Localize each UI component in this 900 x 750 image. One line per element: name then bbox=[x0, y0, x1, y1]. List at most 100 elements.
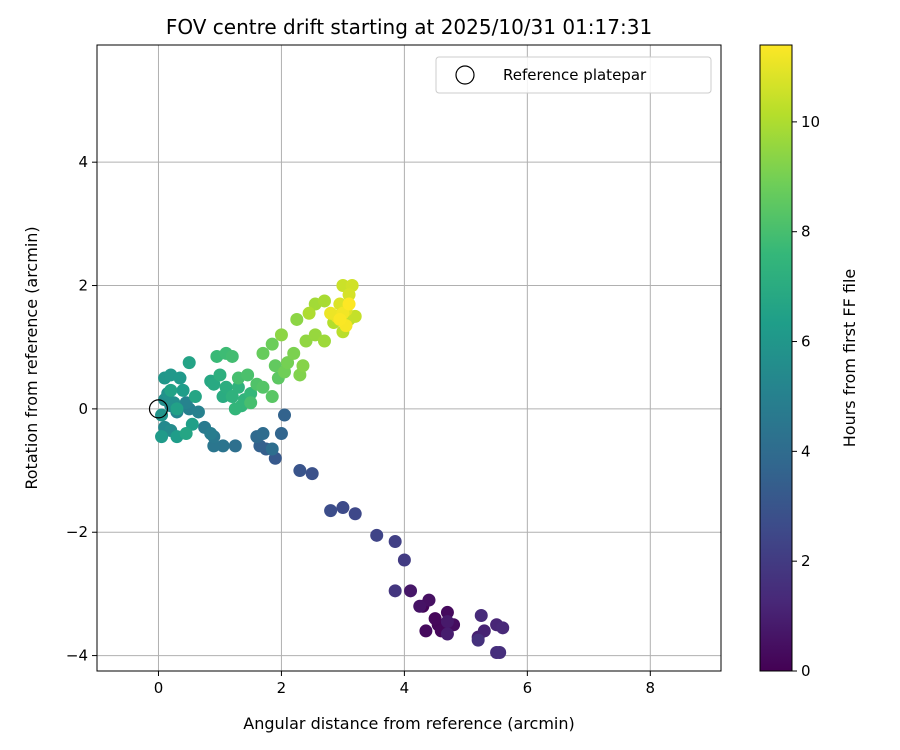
data-point bbox=[296, 359, 310, 373]
data-point bbox=[191, 405, 205, 419]
data-point bbox=[228, 439, 242, 453]
data-point bbox=[342, 297, 356, 311]
data-point bbox=[299, 334, 313, 348]
data-point bbox=[231, 380, 245, 394]
y-tick-label: −4 bbox=[66, 647, 88, 665]
plot-frame bbox=[96, 44, 722, 672]
x-tick-label: 2 bbox=[277, 679, 287, 697]
data-point bbox=[244, 396, 258, 410]
data-point bbox=[336, 501, 350, 515]
y-axis-label: Rotation from reference (arcmin) bbox=[22, 226, 41, 489]
colorbar-tick-label: 2 bbox=[801, 552, 811, 570]
data-point bbox=[228, 402, 242, 416]
colorbar-tick-label: 4 bbox=[801, 442, 811, 460]
data-point bbox=[182, 356, 196, 370]
x-tick-label: 6 bbox=[523, 679, 533, 697]
colorbar-ticks: 0 2 4 6 8 10 bbox=[792, 113, 820, 680]
data-point bbox=[324, 504, 338, 518]
y-tick-label: −2 bbox=[66, 523, 88, 541]
data-point bbox=[440, 627, 454, 641]
data-point bbox=[170, 402, 184, 416]
data-point bbox=[219, 380, 233, 394]
data-point bbox=[370, 528, 384, 542]
data-point bbox=[274, 328, 288, 342]
data-point bbox=[244, 386, 258, 400]
data-point bbox=[207, 377, 221, 391]
data-point bbox=[179, 427, 193, 441]
legend: Reference platepar bbox=[435, 56, 712, 94]
colorbar-frame bbox=[759, 44, 793, 672]
data-point bbox=[440, 615, 454, 629]
colorbar-tick-label: 8 bbox=[801, 223, 811, 241]
x-tick-label: 8 bbox=[646, 679, 656, 697]
y-tick-label: 0 bbox=[78, 400, 88, 418]
data-point bbox=[265, 390, 279, 404]
data-point bbox=[317, 294, 331, 308]
data-point bbox=[333, 312, 347, 326]
data-point bbox=[388, 534, 402, 548]
x-tick-label: 4 bbox=[400, 679, 410, 697]
colorbar-label: Hours from first FF file bbox=[840, 269, 859, 448]
data-point bbox=[274, 427, 288, 441]
x-axis-label: Angular distance from reference (arcmin) bbox=[243, 714, 574, 733]
data-point bbox=[207, 439, 221, 453]
data-point bbox=[225, 390, 239, 404]
data-point bbox=[428, 612, 442, 626]
data-point bbox=[496, 621, 510, 635]
data-point bbox=[268, 359, 282, 373]
data-point bbox=[493, 645, 507, 659]
data-point bbox=[419, 624, 433, 638]
data-point bbox=[287, 346, 301, 360]
data-point bbox=[241, 368, 255, 382]
legend-label: Reference platepar bbox=[503, 66, 647, 84]
data-point bbox=[413, 599, 427, 613]
data-point bbox=[256, 380, 270, 394]
y-tick-label: 4 bbox=[78, 153, 88, 171]
data-point bbox=[281, 356, 295, 370]
data-point bbox=[256, 346, 270, 360]
colorbar-tick-label: 10 bbox=[801, 113, 820, 131]
data-point bbox=[336, 279, 350, 293]
reference-marker bbox=[148, 399, 169, 419]
data-point bbox=[308, 328, 322, 342]
y-axis: −4 −2 0 2 4 bbox=[66, 153, 97, 665]
data-point bbox=[305, 467, 319, 481]
x-tick-label: 0 bbox=[154, 679, 164, 697]
data-point bbox=[278, 408, 292, 422]
colorbar-tick-label: 6 bbox=[801, 333, 811, 351]
x-axis: 0 2 4 6 8 bbox=[154, 671, 655, 697]
data-point bbox=[388, 584, 402, 598]
scatter-points bbox=[148, 279, 510, 659]
data-point bbox=[422, 593, 436, 607]
grid bbox=[97, 45, 721, 671]
data-point bbox=[471, 633, 485, 647]
data-point bbox=[164, 383, 178, 397]
data-point bbox=[155, 408, 169, 422]
chart-title: FOV centre drift starting at 2025/10/31 … bbox=[166, 15, 652, 39]
data-point bbox=[348, 309, 362, 323]
data-point bbox=[290, 312, 304, 326]
data-point bbox=[204, 427, 218, 441]
data-point bbox=[477, 624, 491, 638]
data-point bbox=[302, 306, 316, 320]
data-point bbox=[188, 390, 202, 404]
data-point bbox=[265, 337, 279, 351]
colorbar-tick-label: 0 bbox=[801, 662, 811, 680]
data-point bbox=[474, 608, 488, 622]
data-point bbox=[213, 368, 227, 382]
data-point bbox=[317, 334, 331, 348]
data-point bbox=[185, 417, 199, 431]
data-point bbox=[176, 383, 190, 397]
legend-box bbox=[435, 56, 712, 94]
data-point bbox=[179, 396, 193, 410]
data-point bbox=[216, 439, 230, 453]
data-point bbox=[397, 553, 411, 567]
data-point bbox=[440, 605, 454, 619]
data-point bbox=[342, 288, 356, 302]
y-tick-label: 2 bbox=[78, 277, 88, 295]
legend-marker bbox=[455, 65, 475, 85]
data-point bbox=[265, 442, 279, 456]
data-point bbox=[225, 349, 239, 363]
colorbar bbox=[760, 45, 792, 671]
